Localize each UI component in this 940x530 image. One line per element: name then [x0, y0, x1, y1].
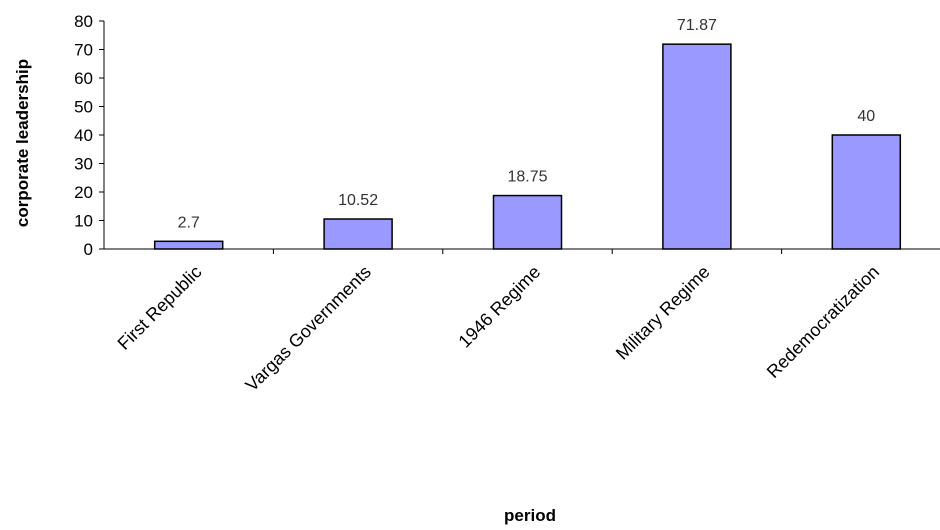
y-tick-label: 80 [74, 12, 93, 31]
bar [492, 194, 563, 250]
y-tick-label: 0 [84, 240, 93, 259]
y-axis: 0 10 20 30 40 50 60 70 80 [74, 12, 105, 259]
y-axis-title: corporate leadership [13, 59, 32, 227]
x-tick-label: Redemocratization [763, 262, 883, 382]
bar [323, 218, 393, 250]
y-tick-label: 60 [74, 69, 93, 88]
x-tick-label: Military Regime [612, 262, 714, 364]
bar [153, 240, 224, 250]
x-tick-label: Vargas Governments [241, 262, 374, 395]
bar [662, 43, 732, 250]
y-tick-label: 50 [74, 98, 93, 117]
data-label: 10.52 [338, 192, 378, 209]
data-labels: 2.7 10.52 18.75 71.87 40 [178, 17, 876, 231]
y-tick-label: 40 [74, 126, 93, 145]
y-tick-label: 70 [74, 41, 93, 60]
y-tick-label: 20 [74, 183, 93, 202]
y-tick-label: 10 [74, 212, 93, 231]
data-label: 71.87 [677, 17, 717, 34]
x-axis: First Republic Vargas Governments 1946 Reg… [104, 248, 940, 395]
bars [153, 43, 902, 250]
y-tick-label: 30 [74, 155, 93, 174]
data-label: 40 [857, 108, 875, 125]
data-label: 18.75 [507, 169, 547, 186]
x-axis-title: period [504, 506, 556, 525]
bar [831, 134, 902, 250]
data-label: 2.7 [178, 214, 200, 231]
x-tick-label: 1946 Regime [454, 262, 544, 352]
x-tick-label: First Republic [114, 262, 206, 354]
